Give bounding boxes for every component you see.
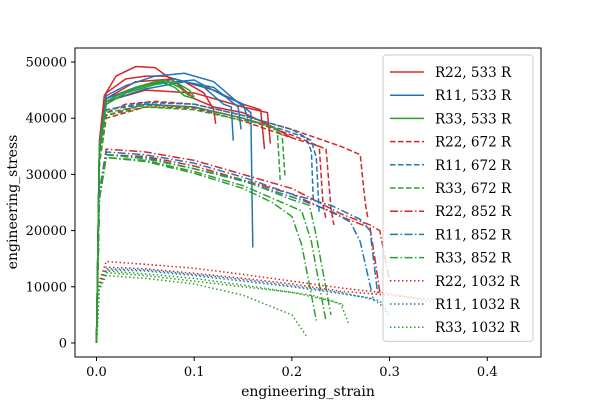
- x-tick-label: 0.0: [86, 365, 107, 380]
- x-axis-label: engineering_strain: [241, 384, 375, 400]
- y-tick-label: 50000: [26, 56, 67, 71]
- x-axis-ticks: 0.0 0.1 0.2 0.3 0.4: [86, 357, 498, 380]
- legend-label: R33, 672 R: [435, 181, 512, 197]
- legend-item-r22-852-r: R22, 852 R: [390, 204, 512, 220]
- legend-item-r22-1032-r: R22, 1032 R: [390, 274, 521, 290]
- series-line-r33-1032-r-2: [95, 274, 308, 343]
- y-tick-label: 30000: [26, 168, 67, 183]
- x-tick-label: 0.1: [184, 365, 205, 380]
- y-tick-label: 10000: [26, 280, 67, 295]
- legend-item-r11-672-r: R11, 672 R: [390, 158, 512, 174]
- series-line-r33-1032-r-1: [95, 271, 350, 343]
- series-r22-1032-r: [95, 260, 449, 343]
- y-axis-ticks: 0 10000 20000 30000 40000 50000: [26, 56, 75, 351]
- y-tick-label: 0: [59, 336, 67, 351]
- legend-label: R33, 1032 R: [435, 320, 521, 336]
- legend-label: R11, 672 R: [435, 158, 512, 174]
- legend-item-r33-852-r: R33, 852 R: [390, 251, 512, 267]
- legend-item-r33-672-r: R33, 672 R: [390, 181, 512, 197]
- legend-label: R33, 852 R: [435, 251, 512, 267]
- series-line-r33-672-r-2: [95, 106, 281, 343]
- x-tick-label: 0.2: [282, 365, 303, 380]
- y-tick-label: 20000: [26, 224, 67, 239]
- legend-item-r11-1032-r: R11, 1032 R: [390, 297, 521, 313]
- y-axis-label: engineering_stress: [5, 135, 21, 270]
- series-r33-533-r: [95, 79, 195, 343]
- y-tick-label: 40000: [26, 112, 67, 127]
- legend-label: R22, 533 R: [435, 65, 512, 81]
- series-r33-1032-r: [95, 270, 350, 343]
- legend-label: R22, 1032 R: [435, 274, 521, 290]
- series-r33-852-r: [95, 154, 332, 343]
- legend-item-r11-852-r: R11, 852 R: [390, 227, 512, 243]
- series-line-r11-1032-r-2: [95, 268, 391, 343]
- series-line-r33-852-r-3: [95, 156, 318, 343]
- legend-label: R33, 533 R: [435, 111, 512, 127]
- legend-item-r22-672-r: R22, 672 R: [390, 135, 512, 151]
- x-tick-label: 0.3: [379, 365, 400, 380]
- x-tick-label: 0.4: [477, 365, 498, 380]
- legend-label: R11, 533 R: [435, 88, 512, 104]
- legend-item-r22-533-r: R22, 533 R: [390, 65, 512, 81]
- legend-label: R22, 672 R: [435, 135, 512, 151]
- series-line-r33-533-r-3: [95, 80, 195, 343]
- plot-area-frame: [74, 47, 542, 358]
- legend-label: R11, 1032 R: [435, 297, 521, 313]
- series-r33-672-r: [95, 104, 286, 343]
- legend-item-r33-533-r: R33, 533 R: [390, 111, 512, 127]
- legend-label: R22, 852 R: [435, 204, 512, 220]
- legend-item-r33-1032-r: R33, 1032 R: [390, 320, 521, 336]
- series-lines: [95, 65, 449, 343]
- legend-box: [382, 54, 534, 342]
- legend-item-r11-533-r: R11, 533 R: [390, 88, 512, 104]
- series-line-r33-1032-r-3: [95, 270, 346, 343]
- legend: R22, 533 R R11, 533 R R33, 533 R R22, 672 R…: [382, 54, 534, 342]
- legend-label: R11, 852 R: [435, 227, 512, 243]
- series-line-r22-1032-r-2: [95, 260, 434, 343]
